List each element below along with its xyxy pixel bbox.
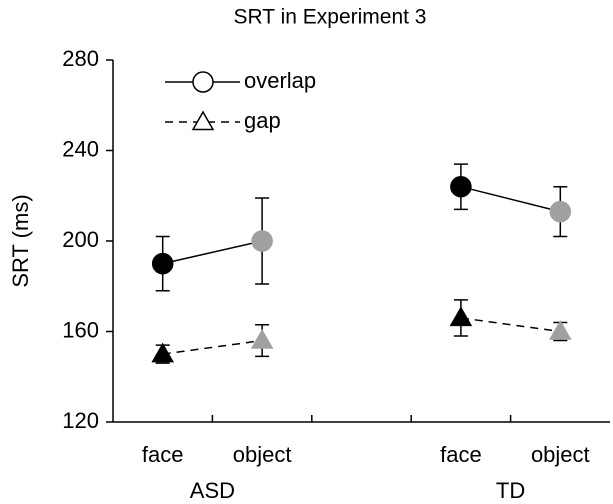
y-tick-label: 280	[62, 46, 99, 71]
chart-title: SRT in Experiment 3	[234, 6, 427, 29]
data-point	[549, 319, 572, 340]
series-line	[460, 317, 561, 333]
y-tick-label: 200	[62, 227, 99, 252]
legend-marker	[192, 71, 214, 93]
group-label: TD	[496, 478, 525, 503]
series-line	[162, 339, 263, 355]
y-tick-label: 120	[62, 408, 99, 433]
data-point	[251, 230, 273, 252]
data-point	[450, 175, 472, 198]
y-tick-label: 160	[62, 317, 99, 342]
data-point	[250, 329, 274, 349]
group-label: ASD	[190, 478, 235, 503]
data-point	[449, 306, 473, 327]
y-axis-label: SRT (ms)	[8, 194, 33, 287]
x-tick-label: object	[531, 442, 590, 467]
legend-label: overlap	[244, 68, 316, 93]
legend-label: gap	[244, 108, 281, 133]
x-tick-label: face	[142, 442, 184, 467]
series-line	[460, 185, 561, 213]
data-point	[549, 200, 572, 223]
series-line	[162, 240, 263, 265]
data-point	[151, 252, 174, 275]
x-tick-label: face	[440, 442, 482, 467]
data-point	[151, 342, 174, 363]
y-tick-label: 240	[62, 136, 99, 161]
legend-marker	[191, 110, 215, 131]
x-tick-label: object	[233, 442, 292, 467]
